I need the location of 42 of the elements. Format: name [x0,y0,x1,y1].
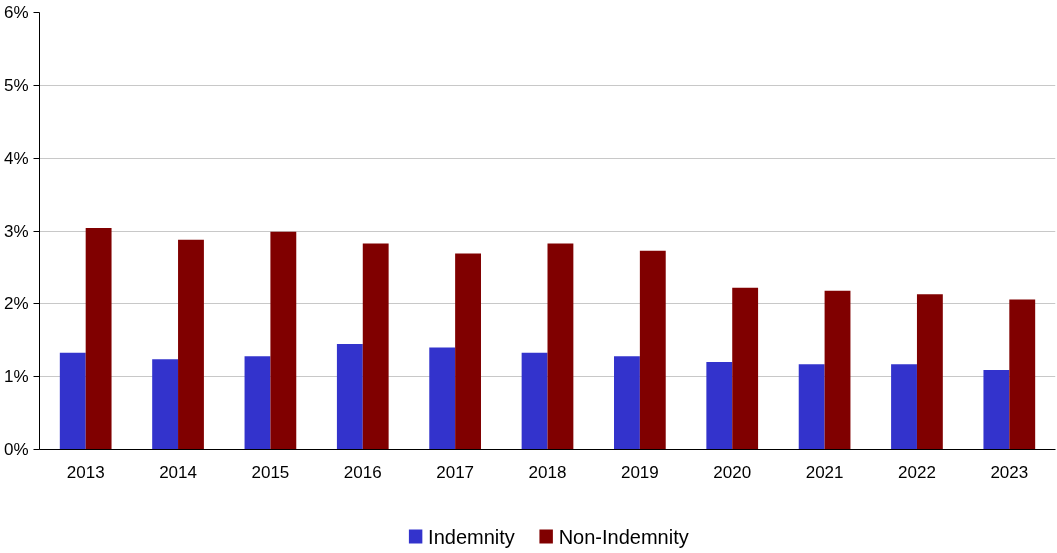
y-tick-label: 5% [3,75,29,95]
y-tick-label: 2% [3,294,29,314]
x-tick-label: 2018 [528,462,567,482]
bar [152,359,179,450]
y-tick-label: 6% [3,3,29,22]
bar [798,364,825,450]
x-tick-label: 2021 [805,462,844,482]
y-tick-label: 4% [3,148,29,168]
x-tick-label: 2015 [251,462,290,482]
y-tick-label: 1% [3,367,29,387]
x-tick-label: 2023 [990,462,1029,482]
bar [455,253,481,450]
x-tick-label: 2014 [159,462,197,482]
bar [732,287,759,450]
bar [362,243,389,450]
bar [429,347,456,450]
y-tick-label: 0% [3,440,29,459]
bar [85,228,112,450]
bar [178,239,204,450]
legend-label: Non-Indemnity [558,525,689,548]
x-tick-label: 2017 [436,462,475,482]
x-tick-label: 2013 [66,462,105,482]
bar [244,356,271,450]
bar [639,250,666,450]
bar [614,356,640,450]
bar [336,343,363,450]
bar [521,352,548,450]
bar [824,290,851,450]
legend-label: Indemnity [428,525,515,548]
bar [270,231,297,450]
x-tick-label: 2016 [343,462,382,482]
bar [916,294,943,450]
bar [891,364,917,450]
y-tick-label: 3% [3,221,29,241]
bar [1009,299,1036,450]
x-tick-label: 2022 [898,462,936,482]
bar [59,352,86,450]
x-tick-label: 2020 [713,462,752,482]
bar [547,243,574,450]
bar [983,370,1010,450]
x-tick-label: 2019 [620,462,659,482]
bar [706,362,733,450]
